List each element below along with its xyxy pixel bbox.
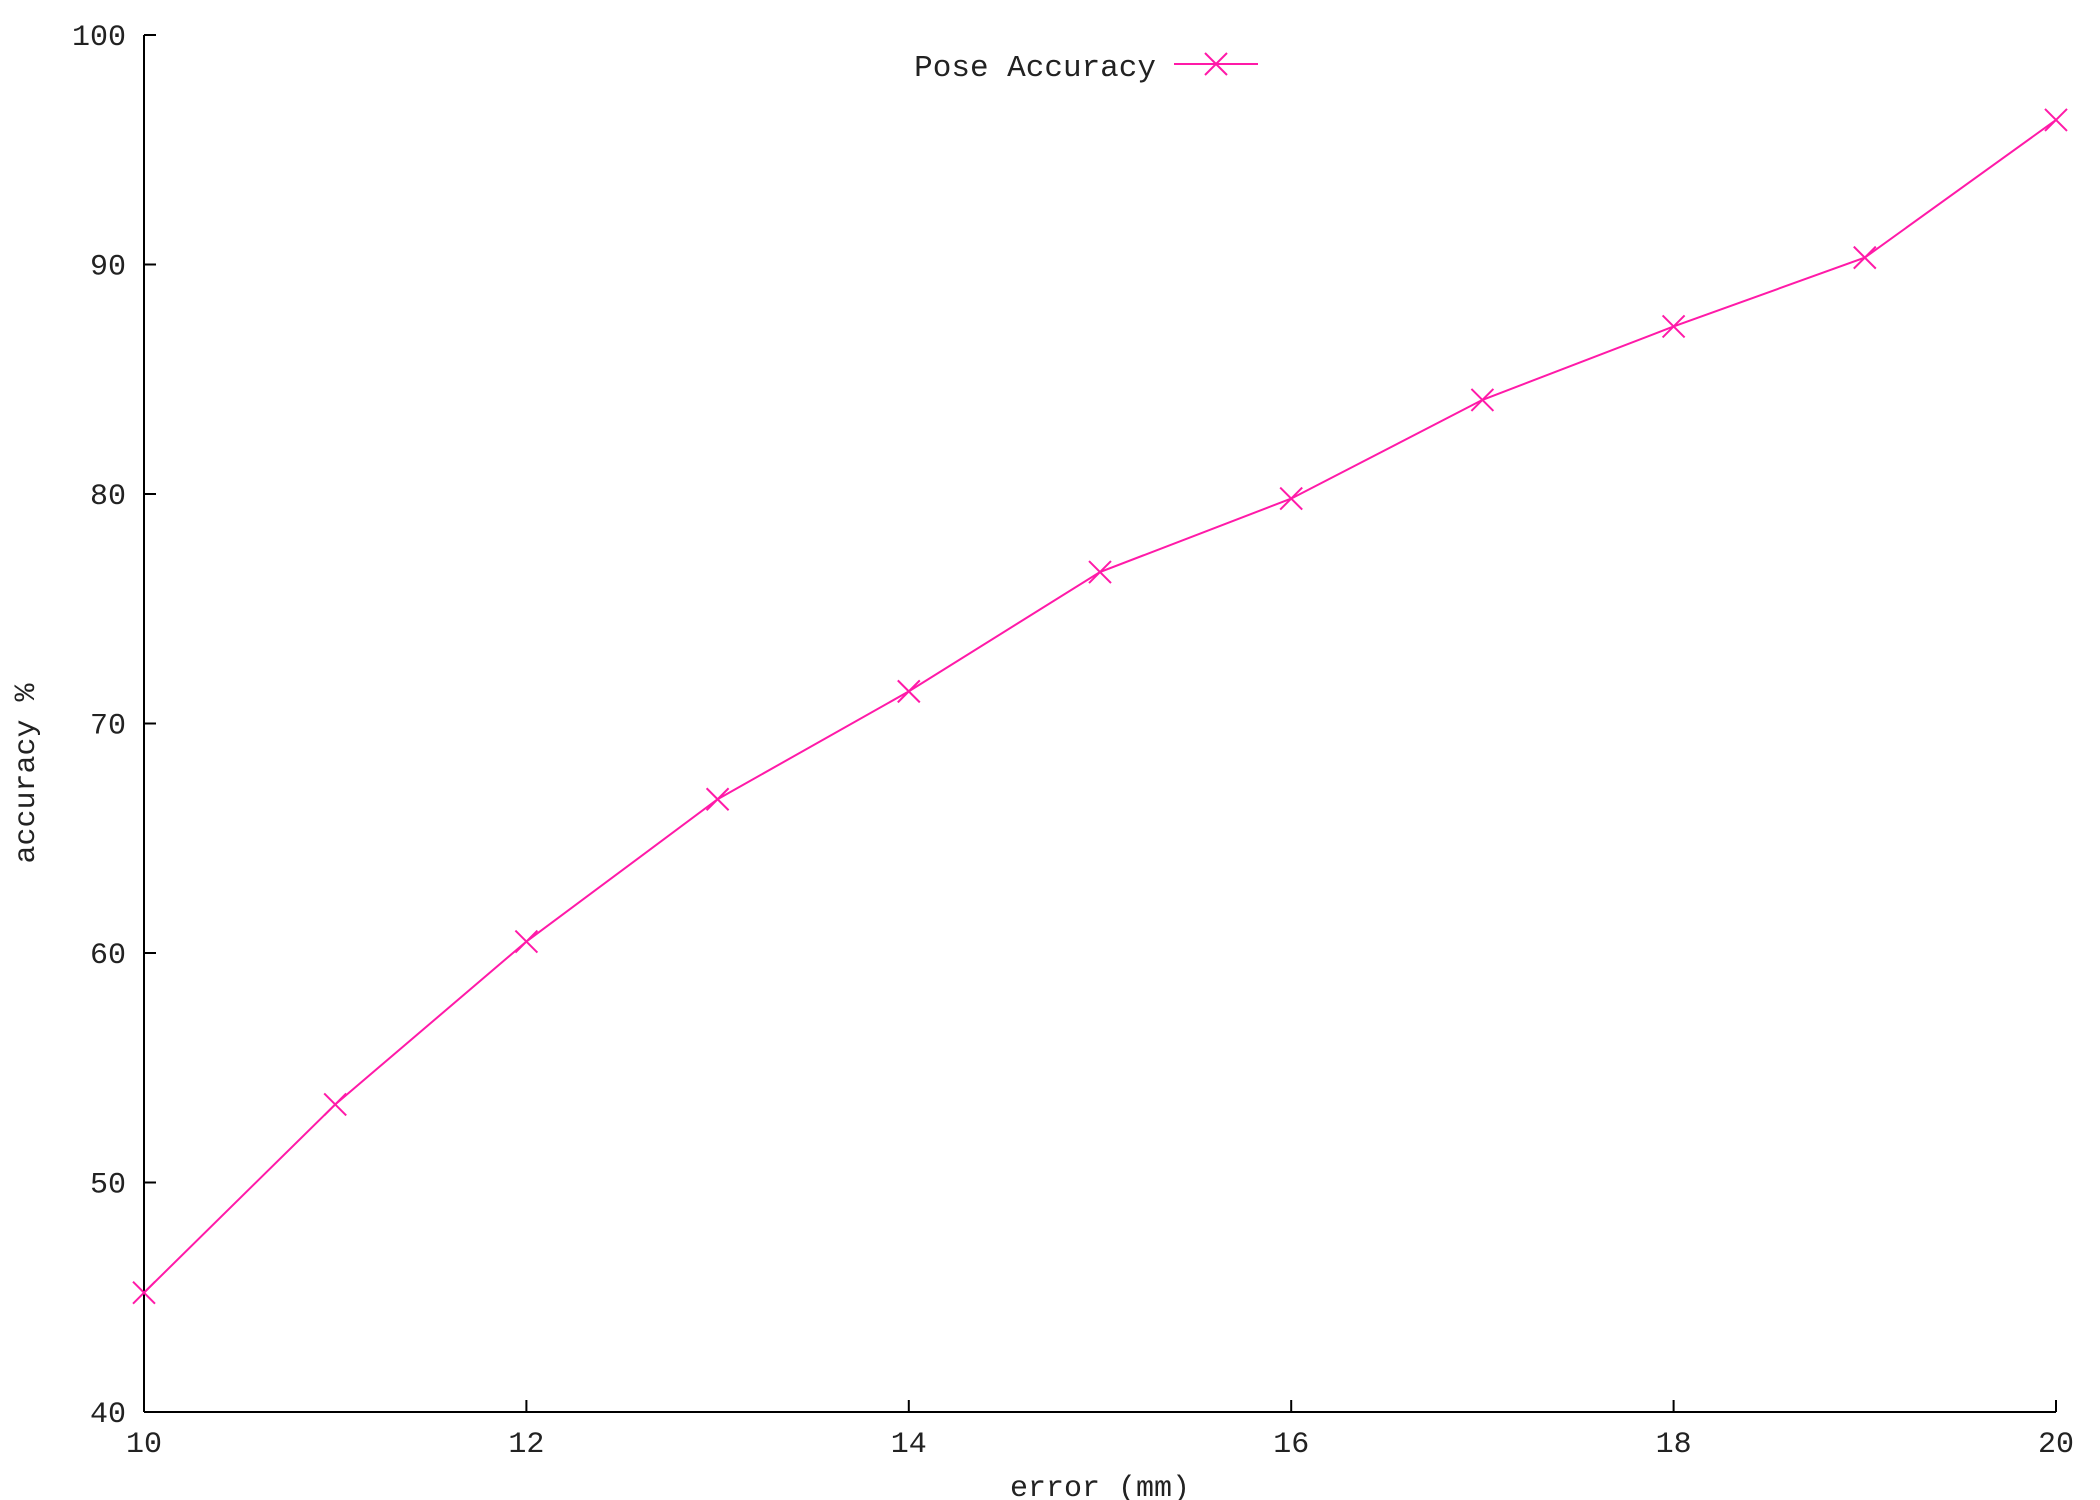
x-tick-label: 18	[1656, 1428, 1692, 1462]
y-axis-label: accuracy %	[10, 682, 44, 863]
y-tick-label: 40	[90, 1398, 126, 1432]
data-point	[1661, 314, 1686, 339]
y-tick-label: 50	[90, 1169, 126, 1203]
x-tick-label: 12	[508, 1428, 544, 1462]
y-tick-label: 60	[90, 939, 126, 973]
x-axis-ticks: 10 12 14 16 18 20	[126, 1400, 2074, 1462]
x-tick-label: 14	[891, 1428, 927, 1462]
data-point	[897, 679, 921, 704]
data-point	[1853, 245, 1877, 270]
y-axis-ticks: 40 50 60 70 80 90 100	[72, 21, 156, 1432]
legend-marker	[1204, 52, 1228, 76]
plot-area	[132, 108, 2068, 1305]
data-point	[514, 929, 539, 954]
y-tick-label: 70	[90, 710, 126, 744]
axes	[143, 35, 2056, 1413]
data-point	[1470, 388, 1495, 412]
series-line	[143, 119, 2057, 1294]
x-tick-label: 10	[126, 1428, 162, 1462]
x-tick-label: 16	[1273, 1428, 1309, 1462]
x-axis-label: error (mm)	[1010, 1472, 1190, 1500]
data-point	[323, 1092, 347, 1117]
legend-line-sample	[1174, 52, 1258, 76]
y-tick-label: 90	[90, 251, 126, 285]
data-point	[705, 787, 730, 811]
data-point	[132, 1280, 156, 1305]
y-tick-label: 100	[72, 21, 126, 55]
x-tick-label: 20	[2038, 1428, 2074, 1462]
data-point	[2044, 108, 2068, 132]
legend: Pose Accuracy	[914, 51, 1258, 86]
y-tick-label: 80	[90, 480, 126, 514]
data-point	[1088, 560, 1112, 584]
legend-label: Pose Accuracy	[914, 51, 1156, 86]
data-point	[1279, 486, 1303, 511]
